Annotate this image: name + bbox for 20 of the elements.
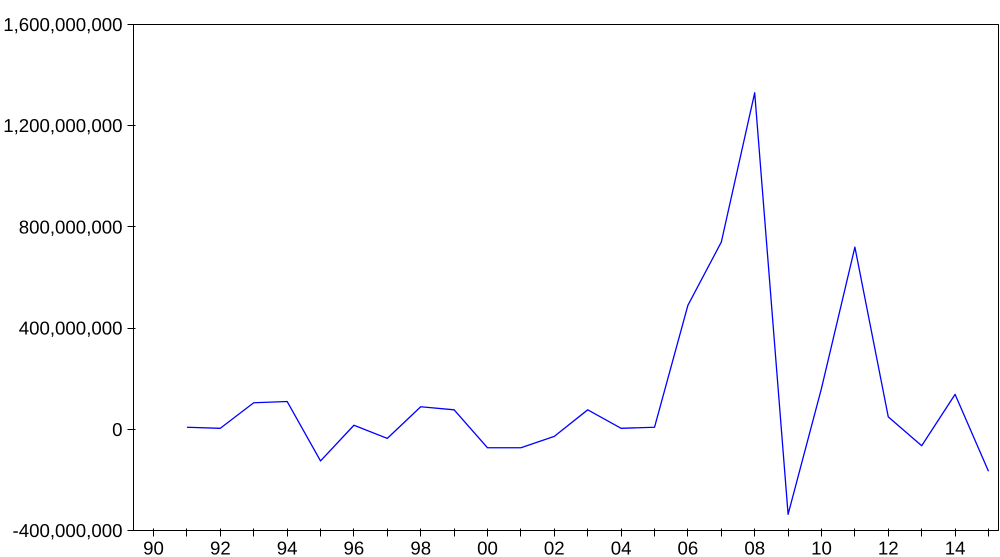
- x-tick-label: 10: [811, 538, 832, 557]
- y-tick-label: 0: [112, 418, 123, 440]
- y-tick-label: 1,200,000,000: [3, 115, 123, 136]
- x-tick-label: 96: [344, 538, 364, 557]
- x-tick-label: 94: [276, 538, 298, 557]
- x-tick-label: 12: [878, 538, 899, 557]
- line-series: [186, 92, 990, 515]
- x-tick-label: 98: [410, 538, 432, 557]
- x-tick-label: 92: [210, 538, 231, 557]
- x-tick-label: 90: [143, 538, 164, 557]
- y-tick-label: 400,000,000: [18, 318, 122, 339]
- x-tick-label: 00: [477, 538, 498, 557]
- x-tick-label: 06: [678, 538, 698, 557]
- x-tick-label: 02: [544, 538, 565, 557]
- x-tick-label: 04: [610, 538, 632, 557]
- x-tick-label: 08: [744, 538, 766, 557]
- y-tick-label: -400,000,000: [12, 520, 123, 541]
- y-tick-label: 800,000,000: [18, 216, 122, 238]
- y-tick-label: 1,600,000,000: [3, 14, 123, 35]
- x-tick-label: 14: [944, 538, 966, 557]
